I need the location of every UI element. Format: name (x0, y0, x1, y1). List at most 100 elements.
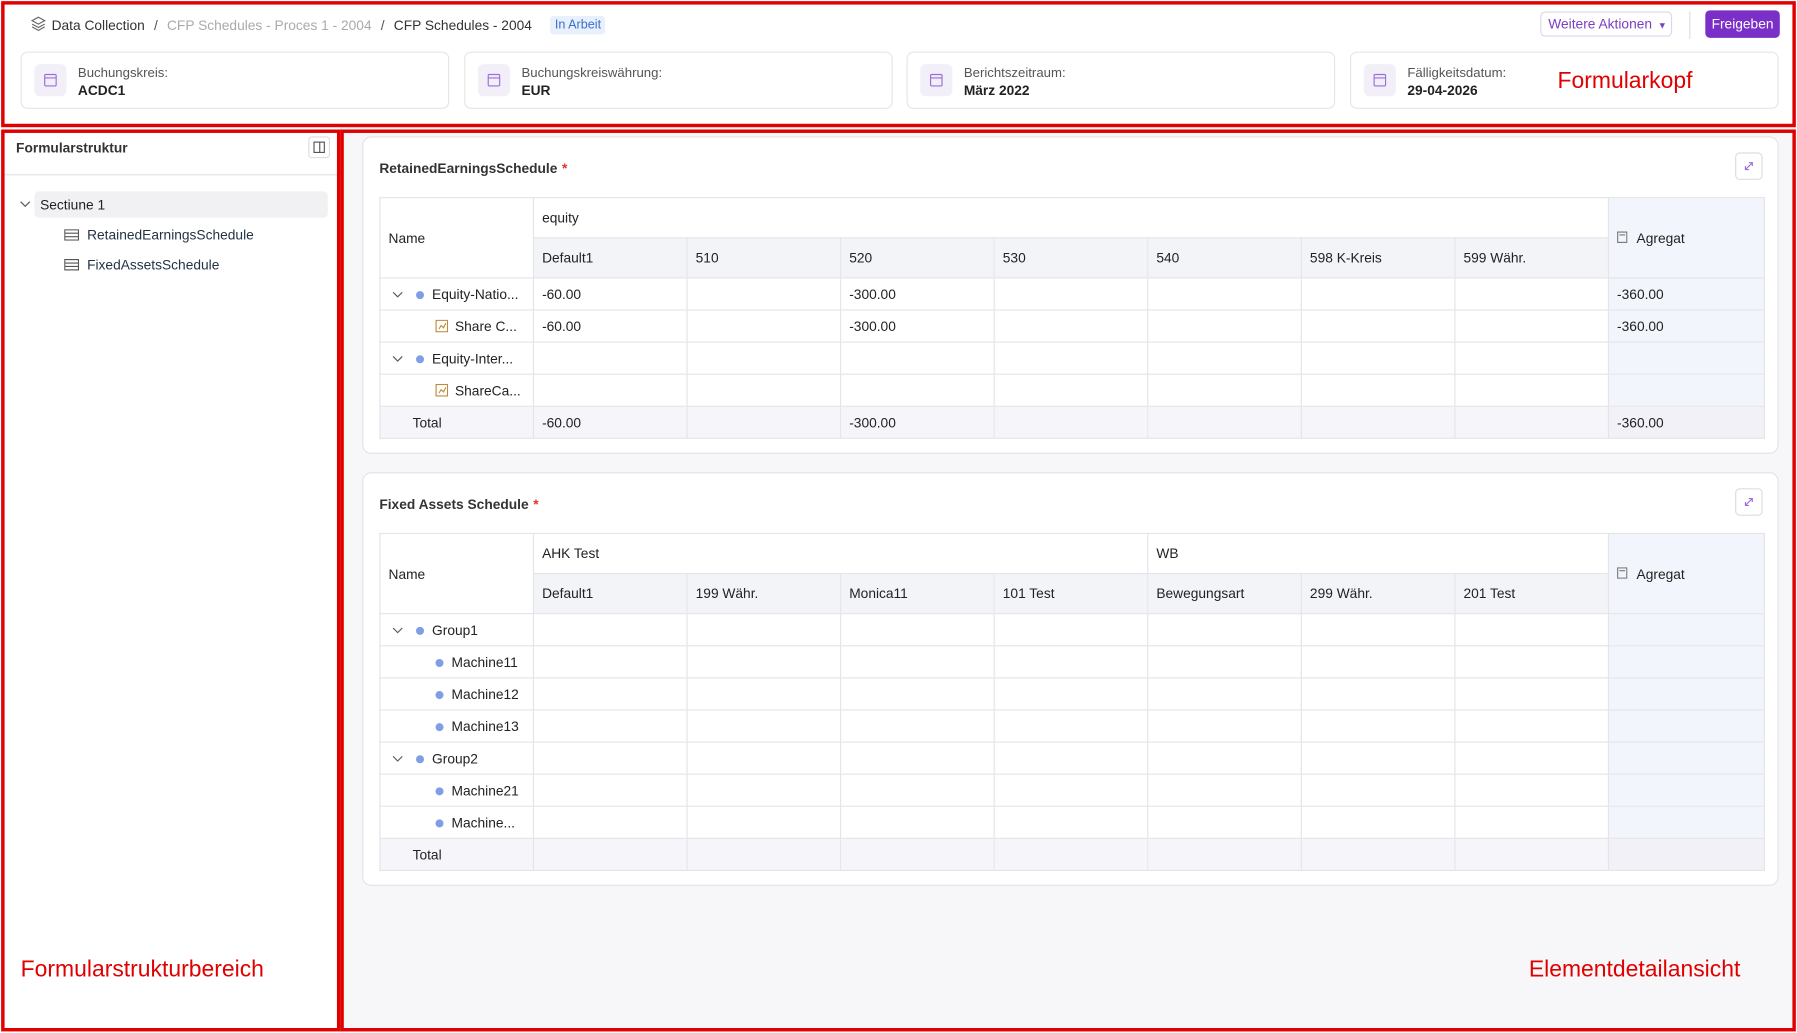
cell (1300, 709, 1456, 743)
cell (840, 373, 995, 407)
group-header: WB (1147, 532, 1610, 575)
aggregate-cell (1607, 341, 1765, 375)
column-header: 199 Währ. (686, 573, 842, 615)
tree-section[interactable] (34, 191, 328, 218)
cell (686, 613, 842, 647)
cell (686, 677, 842, 711)
cell (686, 741, 842, 775)
row-label: Equity-Natio... (432, 285, 519, 302)
more-actions-button[interactable]: Weitere Aktionen ▼ (1540, 11, 1673, 37)
row-name: Group2 (379, 741, 535, 775)
row-name: Machine13 (379, 709, 535, 743)
aggregate-label: Agregat (1636, 229, 1685, 246)
column-header: Bewegungsart (1147, 573, 1302, 615)
card-label: Buchungskreiswährung: (521, 66, 663, 81)
row-label: Machine21 (451, 782, 519, 799)
schedule-name: Fixed Assets Schedule (379, 496, 529, 513)
row-name: Equity-Inter... (379, 341, 535, 375)
aggregate-header: Agregat (1607, 532, 1765, 615)
cell (993, 837, 1149, 871)
cell (1147, 645, 1302, 679)
cell (1147, 805, 1302, 839)
cell (993, 373, 1149, 407)
cell (532, 709, 688, 743)
cell (840, 805, 995, 839)
aggregate-header: Agregat (1607, 197, 1765, 279)
row-label: Group2 (432, 750, 478, 767)
row-name: Machine21 (379, 773, 535, 807)
schedule-card: RetainedEarningsSchedule * Name equity Agreg… (362, 136, 1779, 454)
cell: -60.00 (532, 405, 688, 439)
breadcrumb-item[interactable]: Data Collection (51, 17, 145, 34)
column-header: 540 (1147, 237, 1302, 279)
cell (1147, 277, 1302, 311)
card-icon (477, 64, 510, 97)
cell: -60.00 (532, 309, 688, 343)
aggregate-cell: -360.00 (1607, 277, 1765, 311)
data-row: Machine12 (379, 677, 1765, 711)
data-row: Equity-Natio... -60.00 -300.00 -360.00 (379, 277, 1765, 311)
cell (993, 309, 1149, 343)
cell (532, 373, 688, 407)
aggregate-cell (1607, 373, 1765, 407)
breadcrumb-item: CFP Schedules - 2004 (393, 17, 532, 34)
aggregate-cell (1607, 645, 1765, 679)
column-header: 510 (686, 237, 842, 279)
card-value: 29-04-2026 (1407, 82, 1478, 99)
cell (1454, 645, 1610, 679)
cell (532, 613, 688, 647)
cell: -300.00 (840, 309, 995, 343)
card-value: ACDC1 (77, 82, 126, 99)
cell (993, 773, 1149, 807)
cell (993, 645, 1149, 679)
schedule-title: RetainedEarningsSchedule * (379, 160, 567, 176)
release-button[interactable]: Freigeben (1705, 10, 1780, 38)
aggregate-cell (1607, 613, 1765, 647)
tree-item[interactable]: RetainedEarningsSchedule (64, 227, 254, 243)
cell (532, 741, 688, 775)
cell (1300, 805, 1456, 839)
data-row: Machine... (379, 805, 1765, 839)
cell (1454, 837, 1610, 871)
collapse-button[interactable] (308, 136, 331, 159)
cell (532, 677, 688, 711)
card-icon (1363, 64, 1396, 97)
cell (1300, 613, 1456, 647)
expand-button[interactable] (1735, 152, 1763, 180)
status-badge: In Arbeit (550, 16, 606, 35)
column-header: Default1 (532, 237, 688, 279)
breadcrumb-separator: / (380, 17, 385, 34)
cell (1454, 773, 1610, 807)
column-header: 530 (993, 237, 1149, 279)
cell (1147, 373, 1302, 407)
row-name: Share C... (379, 309, 535, 343)
expand-button[interactable] (1735, 488, 1763, 516)
aggregate-cell: -360.00 (1607, 405, 1765, 439)
name-header: Name (379, 532, 535, 615)
data-row: Share C... -60.00 -300.00 -360.00 (379, 309, 1765, 343)
breadcrumb-item[interactable]: CFP Schedules - Proces 1 - 2004 (166, 17, 372, 34)
cell: -300.00 (840, 277, 995, 311)
aggregate-cell (1607, 805, 1765, 839)
cell (686, 773, 842, 807)
data-row: Equity-Inter... (379, 341, 1765, 375)
aggregate-cell (1607, 677, 1765, 711)
tree-item[interactable]: FixedAssetsSchedule (64, 257, 219, 273)
column-header: 520 (840, 237, 995, 279)
header-row: Name AHK Test WB Agregat (379, 532, 1765, 615)
row-name: Total (379, 837, 535, 871)
cell (532, 837, 688, 871)
cell (1300, 277, 1456, 311)
cell (1147, 613, 1302, 647)
cell (1147, 405, 1302, 439)
info-card: Buchungskreiswährung: EUR (464, 51, 893, 109)
cell (1454, 277, 1610, 311)
info-card: Berichtszeitraum: März 2022 (906, 51, 1336, 109)
cell (1454, 309, 1610, 343)
schedule-table: Name AHK Test WB Agregat Default1 199 Währ. Mo… (379, 532, 1765, 871)
cell (1147, 773, 1302, 807)
data-row: ShareCa... (379, 373, 1765, 407)
row-name: Machine12 (379, 677, 535, 711)
cell (686, 709, 842, 743)
